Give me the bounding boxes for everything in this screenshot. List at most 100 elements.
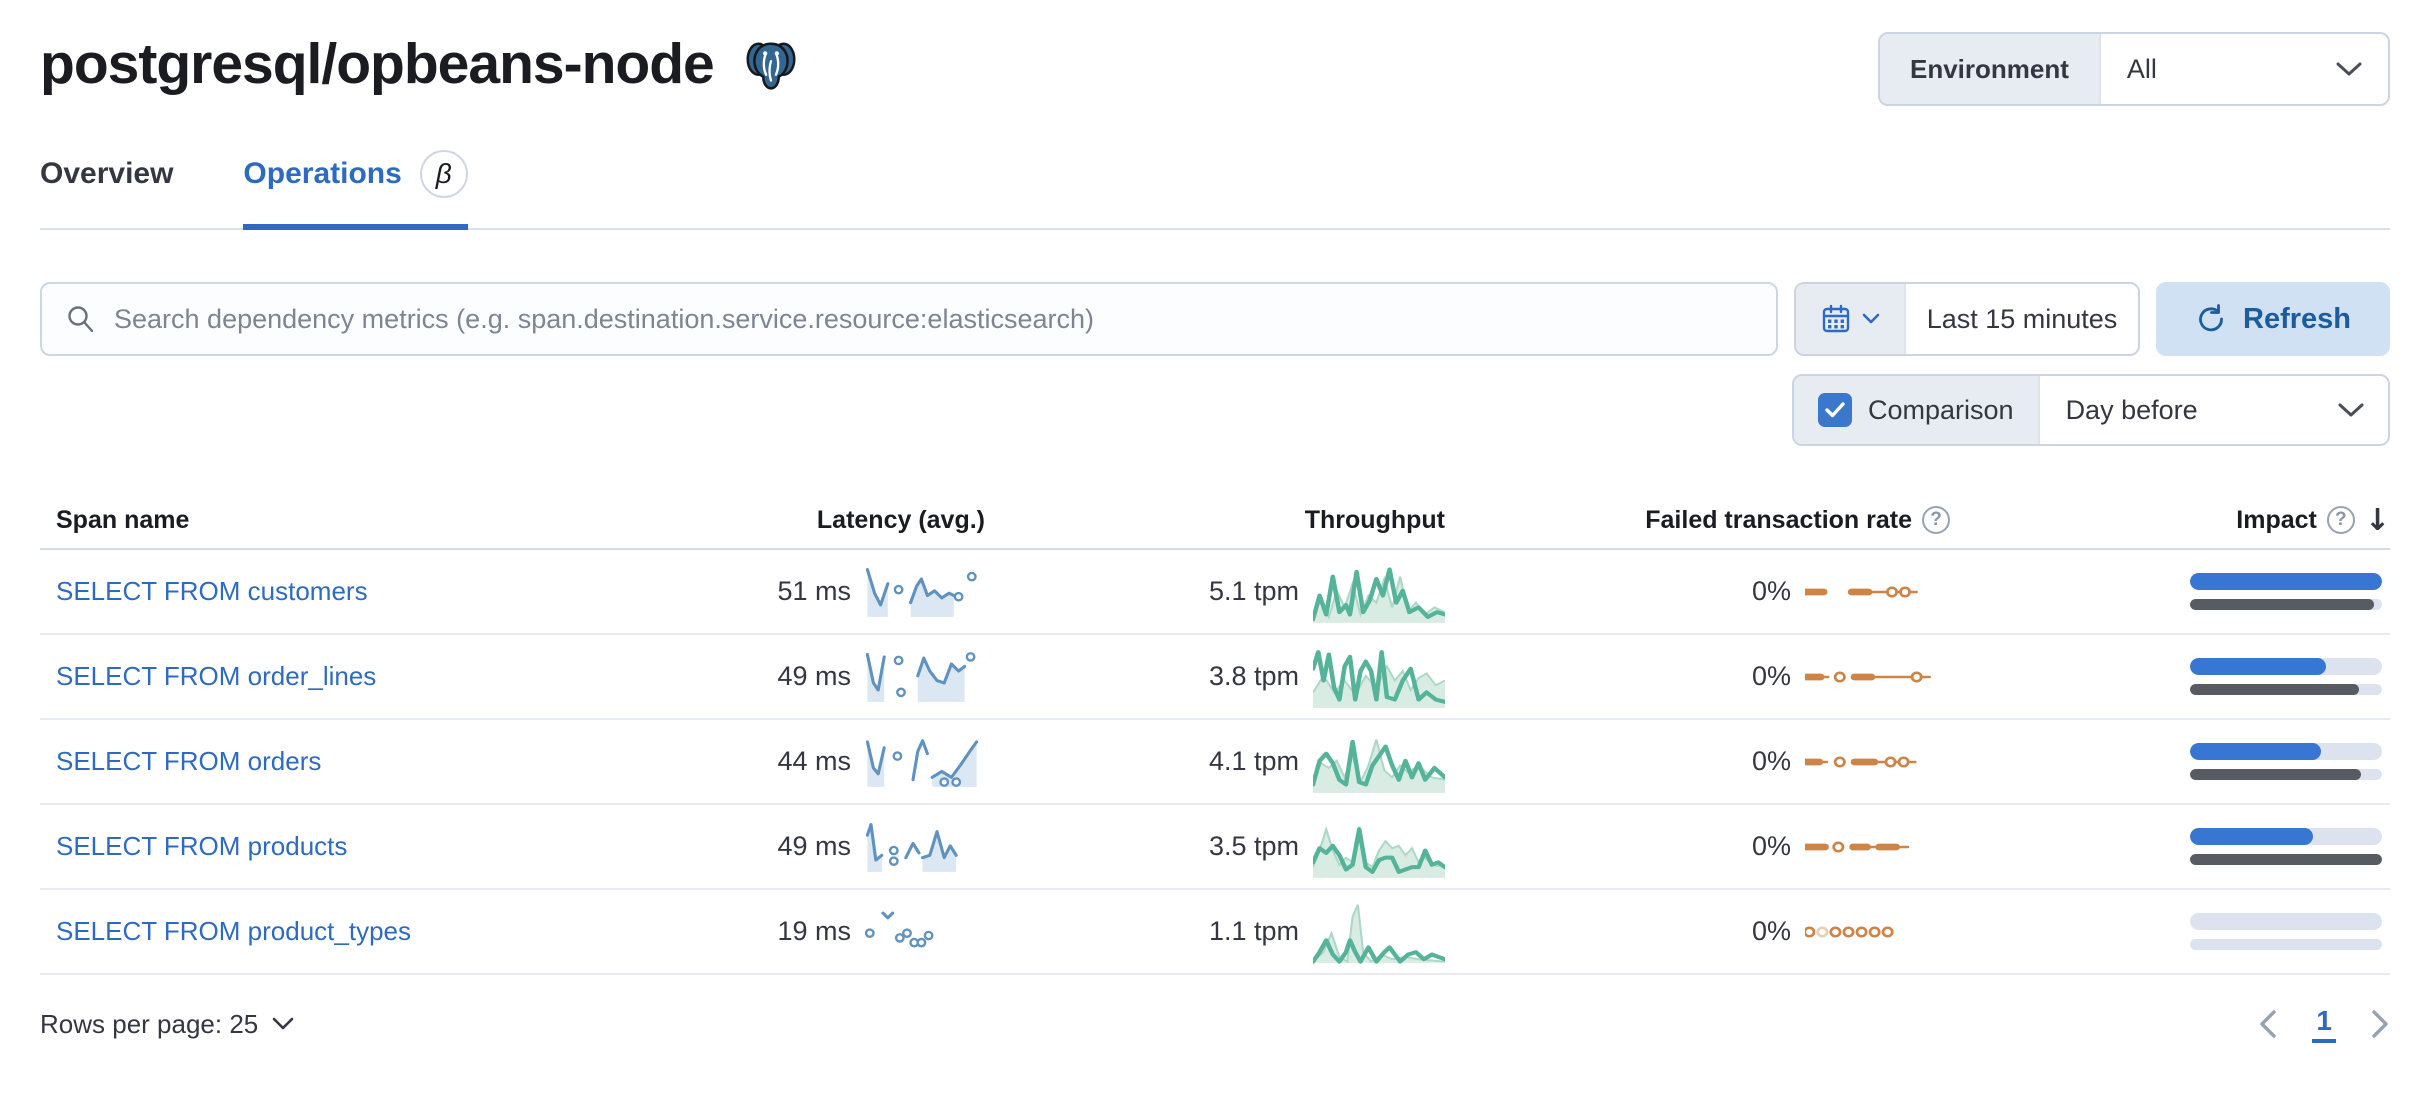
failed-rate-value: 0%: [1751, 831, 1791, 861]
comparison-checkbox[interactable]: [1818, 393, 1852, 427]
sort-descending-icon[interactable]: ↓: [2364, 502, 2390, 538]
question-circle-icon[interactable]: ?: [1922, 506, 1950, 534]
search-box[interactable]: [40, 282, 1778, 356]
time-range-value[interactable]: Last 15 minutes: [1926, 303, 2118, 334]
col-header-impact-label: Impact: [2236, 505, 2317, 534]
page-number-1[interactable]: 1: [2312, 1005, 2336, 1043]
failed-rate-sparkline: [1805, 670, 1932, 683]
latency-sparkline: [865, 567, 977, 617]
table-row: SELECT FROM customers 51 ms 5.1 tpm 0%: [40, 550, 2390, 635]
tab-overview[interactable]: Overview: [40, 150, 173, 230]
operations-table: Span name Latency (avg.) Throughput Fail…: [40, 492, 2390, 975]
throughput-sparkline: [1313, 903, 1445, 964]
span-name-cell: SELECT FROM product_types: [40, 916, 640, 947]
impact-bar-previous: [2190, 599, 2382, 610]
previous-page-icon[interactable]: [2258, 1009, 2278, 1039]
top-bar: postgresql/opbeans-node Environment All: [0, 0, 2430, 106]
latency-value: 49 ms: [777, 831, 851, 861]
latency-sparkline: [865, 738, 979, 787]
failed-rate-sparkline: [1805, 755, 1917, 768]
refresh-button[interactable]: Refresh: [2156, 282, 2390, 356]
table-row: SELECT FROM order_lines 49 ms 3.8 tpm 0%: [40, 635, 2390, 720]
latency-value: 19 ms: [777, 916, 851, 946]
span-name-link[interactable]: SELECT FROM products: [56, 831, 348, 861]
span-name-link[interactable]: SELECT FROM customers: [56, 576, 368, 606]
tab-overview-label: Overview: [40, 157, 174, 190]
latency-sparkline: [865, 651, 976, 702]
impact-bar-current: [2190, 658, 2382, 675]
beta-badge: β: [419, 150, 468, 198]
latency-value: 51 ms: [777, 576, 851, 606]
impact-bar-current: [2190, 573, 2382, 590]
tab-operations[interactable]: Operations β: [243, 150, 468, 230]
col-header-throughput[interactable]: Throughput: [1304, 505, 1445, 534]
impact-cell: [1950, 913, 2390, 950]
calendar-icon: [1822, 304, 1850, 333]
span-name-link[interactable]: SELECT FROM order_lines: [56, 661, 377, 691]
comparison-select[interactable]: Day before: [2065, 394, 2198, 425]
latency-cell: 49 ms: [640, 651, 985, 703]
failed-rate-sparkline: [1805, 925, 1894, 938]
throughput-value: 1.1 tpm: [1208, 916, 1299, 946]
chevron-down-icon: [272, 1017, 294, 1030]
throughput-value: 3.5 tpm: [1208, 831, 1299, 861]
latency-sparkline: [865, 911, 934, 947]
latency-cell: 44 ms: [640, 736, 985, 788]
failed-rate-value: 0%: [1751, 661, 1791, 691]
latency-cell: 51 ms: [640, 566, 985, 618]
impact-bars: [2190, 828, 2382, 865]
refresh-icon: [2199, 304, 2223, 332]
postgresql-elephant-icon: [746, 42, 796, 90]
pagination: 1: [2258, 1005, 2390, 1043]
col-header-latency[interactable]: Latency (avg.): [816, 505, 985, 534]
span-name-link[interactable]: SELECT FROM product_types: [56, 916, 411, 946]
col-header-failed-rate[interactable]: Failed transaction rate ?: [1445, 506, 1950, 535]
environment-value: All: [2126, 53, 2157, 84]
failed-rate-cell: 0%: [1445, 831, 1950, 863]
table-body: SELECT FROM customers 51 ms 5.1 tpm 0% SELEC…: [40, 550, 2390, 975]
date-picker-quick-menu[interactable]: [1796, 284, 1906, 354]
span-name-cell: SELECT FROM products: [40, 831, 640, 862]
controls-row: Last 15 minutes Refresh: [40, 282, 2390, 356]
col-header-impact[interactable]: Impact ? ↓: [1950, 503, 2390, 538]
chevron-down-icon: [2336, 34, 2388, 104]
impact-bar-previous: [2190, 769, 2382, 780]
impact-cell: [1950, 828, 2390, 865]
impact-bars: [2190, 913, 2382, 950]
col-header-failed-label: Failed transaction rate: [1645, 505, 1912, 534]
throughput-cell: 3.8 tpm: [985, 645, 1445, 709]
page-title: postgresql/opbeans-node: [40, 32, 715, 96]
failed-rate-value: 0%: [1751, 916, 1791, 946]
comparison-toggle[interactable]: Comparison: [1794, 376, 2040, 444]
failed-rate-sparkline: [1805, 585, 1918, 598]
impact-cell: [1950, 658, 2390, 695]
col-header-span-name[interactable]: Span name: [56, 505, 190, 534]
throughput-cell: 1.1 tpm: [985, 900, 1445, 964]
question-circle-icon[interactable]: ?: [2326, 506, 2355, 534]
throughput-value: 4.1 tpm: [1208, 746, 1299, 776]
rows-per-page-button[interactable]: Rows per page: 25: [40, 1009, 294, 1040]
date-picker[interactable]: Last 15 minutes: [1794, 282, 2140, 356]
failed-rate-value: 0%: [1751, 576, 1791, 606]
environment-label: Environment: [1880, 34, 2101, 104]
comparison-control: Comparison Day before: [1792, 374, 2390, 446]
throughput-value: 5.1 tpm: [1208, 576, 1299, 606]
check-icon: [1825, 402, 1845, 418]
table-row: SELECT FROM products 49 ms 3.5 tpm 0%: [40, 805, 2390, 890]
search-icon: [68, 306, 94, 333]
environment-select[interactable]: Environment All: [1878, 32, 2390, 106]
refresh-label: Refresh: [2243, 302, 2351, 335]
impact-bar-previous: [2190, 854, 2382, 865]
impact-bar-current: [2190, 828, 2382, 845]
comparison-row: Comparison Day before: [40, 374, 2390, 446]
span-name-link[interactable]: SELECT FROM orders: [56, 746, 322, 776]
failed-rate-cell: 0%: [1445, 746, 1950, 778]
next-page-icon[interactable]: [2370, 1009, 2390, 1039]
comparison-label: Comparison: [1868, 394, 2014, 425]
latency-cell: 19 ms: [640, 906, 985, 958]
impact-bars: [2190, 573, 2382, 610]
latency-value: 44 ms: [777, 746, 851, 776]
failed-rate-value: 0%: [1751, 746, 1791, 776]
chevron-down-icon: [1862, 313, 1880, 324]
search-input[interactable]: [114, 303, 1752, 335]
